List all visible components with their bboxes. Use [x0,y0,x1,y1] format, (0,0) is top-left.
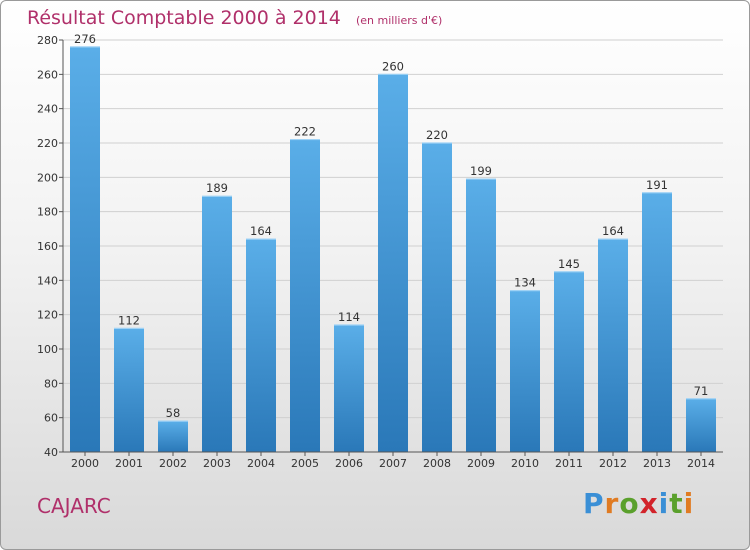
chart-title: Résultat Comptable 2000 à 2014 [27,7,341,29]
bar [158,421,188,452]
x-tick-label: 2007 [379,457,407,470]
proxiti-logo[interactable]: Proxiti [583,487,694,520]
bar-value-label: 134 [514,276,536,290]
x-tick-label: 2008 [423,457,451,470]
y-tick-label: 180 [37,206,58,219]
bar [202,196,232,452]
bar-value-label: 112 [118,313,140,327]
bar [642,192,672,453]
x-tick-label: 2012 [599,457,627,470]
brand-letter: P [583,487,605,520]
bar-value-label: 199 [470,164,492,178]
y-tick-label: 280 [37,34,58,47]
bar-value-label: 145 [558,257,580,271]
x-tick-label: 2010 [511,457,539,470]
bar [422,143,452,452]
y-tick-label: 60 [44,412,58,425]
bar [598,239,628,452]
bar [70,46,100,452]
brand-letter: i [658,487,670,520]
bar [334,324,364,452]
brand-letter: o [619,487,640,520]
bar [290,139,320,453]
brand-letter: r [604,487,620,520]
y-tick-label: 100 [37,343,58,356]
y-tick-label: 40 [44,446,58,459]
bar-value-label: 164 [250,224,272,238]
x-tick-label: 2011 [555,457,583,470]
bar [510,290,540,452]
axes: 40 60 80 100 120 140 160 180 200 220 240 260 280 2000… [37,34,723,470]
x-tick-label: 2009 [467,457,495,470]
brand-letter: i [683,487,695,520]
y-tick-label: 140 [37,274,58,287]
bar [466,179,496,453]
brand-letter: x [639,487,659,520]
bar [246,239,276,452]
bar-value-label: 220 [426,128,448,142]
x-tick-label: 2013 [643,457,671,470]
bar-value-label: 191 [646,178,668,192]
brand-letter: t [669,487,684,520]
y-tick-label: 260 [37,68,58,81]
x-tick-label: 2003 [203,457,231,470]
x-tick-label: 2014 [687,457,715,470]
bar-value-label: 260 [382,59,404,73]
bar [554,271,584,452]
bar [686,398,716,452]
bar-value-label: 276 [74,32,96,46]
commune-name: CAJARC [37,494,111,518]
bar-value-label: 222 [294,125,316,139]
y-tick-label: 160 [37,240,58,253]
x-tick-label: 2001 [115,457,143,470]
bar-value-label: 58 [166,406,181,420]
y-tick-label: 240 [37,103,58,116]
bar [114,328,144,452]
bars: 276 112 58 189 164 222 114 260 220 199 134 145 164 19… [70,32,716,453]
x-tick-label: 2004 [247,457,275,470]
bar-value-label: 71 [694,384,709,398]
bar-value-label: 114 [338,310,360,324]
bar-value-label: 164 [602,224,624,238]
chart-unit: (en milliers d'€) [355,14,443,27]
y-tick-label: 200 [37,171,58,184]
bar-value-label: 189 [206,181,228,195]
x-tick-label: 2002 [159,457,187,470]
x-tick-label: 2006 [335,457,363,470]
y-tick-label: 120 [37,309,58,322]
chart-title-block: Résultat Comptable 2000 à 2014 (en milli… [27,7,442,29]
y-tick-label: 220 [37,137,58,150]
y-tick-label: 80 [44,377,58,390]
x-tick-label: 2005 [291,457,319,470]
bar [378,74,408,452]
x-tick-label: 2000 [71,457,99,470]
